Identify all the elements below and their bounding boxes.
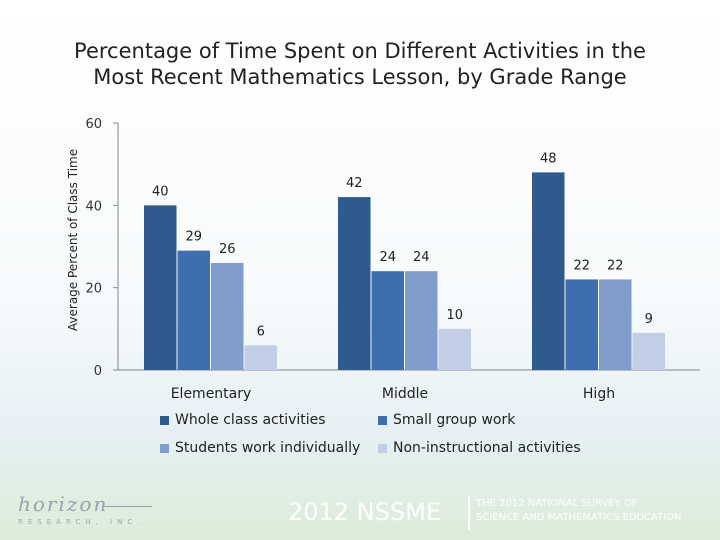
legend-item: Small group work <box>378 412 515 428</box>
x-category-label: High <box>583 386 615 402</box>
y-axis-title: Average Percent of Class Time <box>66 149 80 331</box>
data-label: 29 <box>185 230 202 245</box>
chart-bars <box>144 172 665 370</box>
data-label: 10 <box>446 308 463 323</box>
bar <box>532 172 565 370</box>
y-tick-label: 60 <box>85 117 102 132</box>
legend-label: Small group work <box>393 412 516 428</box>
legend-swatch <box>160 415 169 425</box>
survey-tagline-line-1: THE 2012 NATIONAL SURVEY OF <box>476 498 638 509</box>
logo-subtext: RESEARCH, INC. <box>18 518 145 526</box>
legend-swatch <box>160 443 169 453</box>
legend-item: Non-instructional activities <box>378 440 581 456</box>
legend-item: Whole class activities <box>160 412 326 428</box>
legend-label: Non-instructional activities <box>393 440 581 456</box>
bar <box>438 328 471 370</box>
legend-swatch <box>378 443 387 453</box>
legend-label: Whole class activities <box>175 412 326 428</box>
bar <box>599 279 632 370</box>
data-label: 42 <box>346 176 363 191</box>
bar <box>371 271 404 370</box>
bar <box>565 279 598 370</box>
data-label: 24 <box>413 250 430 265</box>
chart-data-labels: 40 29 26 6 42 24 24 10 48 22 22 9 <box>152 151 653 339</box>
data-label: 26 <box>219 242 236 257</box>
data-label: 22 <box>573 258 590 273</box>
chart-title-line-2: Most Recent Mathematics Lesson, by Grade… <box>93 65 627 89</box>
bar <box>405 271 438 370</box>
footer-separator <box>468 496 470 530</box>
horizon-logo: horizon RESEARCH, INC. <box>14 492 154 532</box>
x-category-label: Middle <box>382 386 428 402</box>
x-category-label: Elementary <box>171 386 252 402</box>
bar <box>177 250 210 370</box>
legend-item: Students work individually <box>160 440 360 456</box>
data-label: 9 <box>645 312 653 327</box>
y-tick-label: 20 <box>85 282 102 297</box>
logo-line <box>102 506 152 507</box>
chart-title-line-1: Percentage of Time Spent on Different Ac… <box>74 39 646 63</box>
legend-swatch <box>378 415 387 425</box>
conference-name: 2012 NSSME <box>288 498 441 526</box>
data-label: 40 <box>152 184 169 199</box>
survey-tagline: THE 2012 NATIONAL SURVEY OF SCIENCE AND … <box>476 497 681 525</box>
chart-title: Percentage of Time Spent on Different Ac… <box>30 38 690 90</box>
data-label: 6 <box>257 324 265 339</box>
y-tick-label: 0 <box>94 364 102 379</box>
data-label: 22 <box>607 258 624 273</box>
bar <box>211 262 244 370</box>
legend-label: Students work individually <box>175 440 361 456</box>
bar <box>338 197 371 370</box>
y-tick-label: 40 <box>85 199 102 214</box>
data-label: 48 <box>540 151 557 166</box>
bar <box>632 332 665 370</box>
survey-tagline-line-2: SCIENCE AND MATHEMATICS EDUCATION <box>476 512 682 523</box>
bar <box>244 345 277 370</box>
data-label: 24 <box>379 250 396 265</box>
chart-axes: 0 20 40 60 Elementary Middle High <box>85 117 700 402</box>
bar <box>144 205 177 370</box>
logo-script-text: horizon <box>18 492 109 516</box>
